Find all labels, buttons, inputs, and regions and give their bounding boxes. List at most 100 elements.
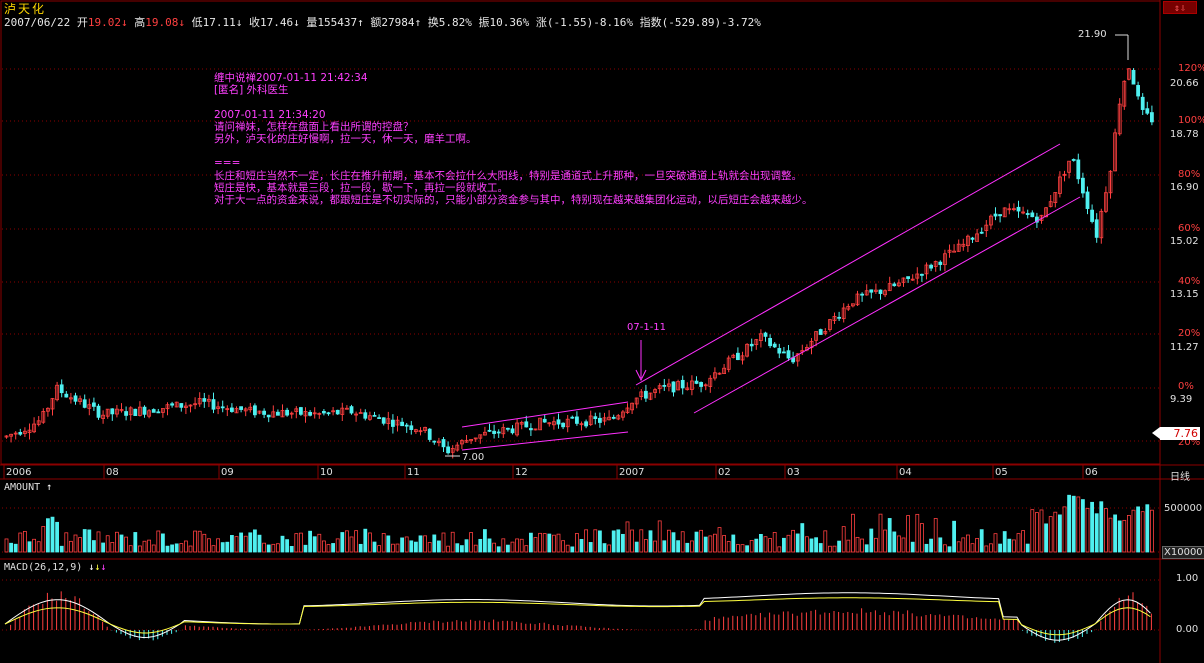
candle	[1140, 96, 1145, 110]
candle	[795, 353, 800, 362]
candle	[874, 289, 878, 292]
candle	[216, 406, 221, 409]
candle	[436, 440, 441, 444]
volume-bar	[340, 532, 345, 553]
note-line: 短庄是快，基本就是三段，拉一段，歇一下，再拉一段就收工。	[214, 181, 508, 194]
candle	[4, 435, 9, 438]
volume-bar	[225, 541, 230, 553]
volume-bar	[211, 545, 216, 553]
x-tick-label: 05	[995, 467, 1008, 478]
volume-bar	[82, 529, 87, 553]
close-value: 17.46	[259, 16, 294, 29]
candle	[556, 419, 561, 425]
arrow-annotation: 07-1-11	[627, 322, 667, 333]
volume-bar	[459, 545, 464, 553]
candle	[579, 423, 584, 426]
candle	[183, 405, 188, 409]
note-line: 缠中说禅2007-01-11 21:42:34	[214, 72, 368, 84]
volume-bar	[363, 528, 368, 553]
price-tick: 15.02	[1170, 236, 1199, 247]
volume-bar	[736, 544, 740, 553]
volume-bar	[726, 541, 731, 553]
restore-rights-icon[interactable]: ⇕⇩	[1163, 1, 1197, 14]
volume-bar	[556, 533, 561, 553]
candle	[1044, 207, 1048, 218]
candle	[266, 414, 271, 418]
volume-bar	[1002, 531, 1007, 553]
volume-bar	[690, 540, 694, 553]
candle	[41, 411, 46, 423]
candle	[390, 419, 395, 427]
candle	[1085, 191, 1090, 209]
volume-bar	[680, 531, 685, 553]
note-line: 长庄和短庄当然不一定，长庄在推升前期，基本不会拉什么大阳线，特别是通道式上升那种…	[214, 169, 802, 182]
candle	[910, 278, 915, 281]
candle	[331, 410, 336, 413]
volume-bar	[1090, 501, 1094, 553]
pct-tick: 100%	[1178, 115, 1204, 126]
volume-bar	[713, 533, 717, 553]
candle	[193, 403, 198, 406]
down-arrow-icon: ↓	[178, 16, 185, 29]
candle	[377, 417, 382, 419]
volume-bar	[943, 544, 947, 553]
pct-tick: 0%	[1178, 381, 1194, 392]
candle	[671, 381, 676, 393]
candle	[340, 407, 345, 415]
low-value: 17.11	[202, 16, 236, 29]
candle	[78, 398, 82, 402]
volume-bar	[768, 538, 772, 553]
candle	[156, 411, 161, 414]
close-label: 收	[248, 16, 260, 29]
volume-bar	[55, 521, 59, 553]
volume-bar	[427, 542, 432, 553]
x-tick-label: 02	[718, 467, 731, 478]
period-label[interactable]: 日线	[1170, 472, 1190, 483]
volume-bar	[933, 518, 938, 553]
volume-bar	[588, 542, 593, 553]
high-label: 高	[134, 16, 146, 29]
candle	[901, 277, 906, 283]
volume-bar	[505, 544, 510, 553]
candle	[179, 403, 184, 408]
candle	[321, 410, 326, 414]
candle	[639, 391, 644, 397]
candle	[892, 283, 897, 287]
note-line: 另外，泸天化的庄好慢啊，拉一天，休一天，磨羊工啊。	[214, 133, 477, 146]
note-line: 对于大一点的资金来说，都跟短庄是不切实际的，只能小部分资金参与其中，特别现在越来…	[214, 194, 813, 207]
volume-bar	[501, 538, 506, 553]
volume-bar	[529, 532, 533, 553]
candle	[119, 409, 124, 412]
candle	[814, 331, 818, 341]
volume-bar	[308, 530, 313, 553]
volume-bar	[1025, 543, 1030, 553]
volume-bar	[699, 529, 703, 553]
channel-lower-small	[461, 431, 629, 451]
volume-bar	[1150, 509, 1154, 553]
volume-bar	[745, 545, 749, 553]
volume-bar	[1035, 512, 1039, 553]
volume-bar	[984, 545, 989, 553]
volume-bar	[188, 545, 193, 553]
volume-bar	[1136, 506, 1140, 553]
volume-bar	[492, 542, 497, 553]
candle	[713, 372, 717, 379]
candle	[202, 398, 207, 402]
candle	[478, 434, 483, 439]
x-tick-label: 11	[407, 467, 420, 478]
volume-title: AMOUNT ↑	[4, 482, 52, 493]
candle	[151, 409, 156, 413]
volume-bar	[805, 536, 809, 553]
candle	[538, 417, 542, 431]
volume-bar	[179, 543, 184, 553]
candle	[257, 410, 262, 414]
volume-bar	[1058, 514, 1062, 553]
pct-tick: 40%	[1178, 276, 1201, 287]
volume-bar	[1044, 523, 1048, 553]
volume-bar	[202, 533, 207, 553]
x-tick-label: 10	[320, 467, 333, 478]
candle	[349, 406, 354, 414]
candlesticks	[4, 67, 1154, 459]
volume-bar	[206, 538, 211, 553]
